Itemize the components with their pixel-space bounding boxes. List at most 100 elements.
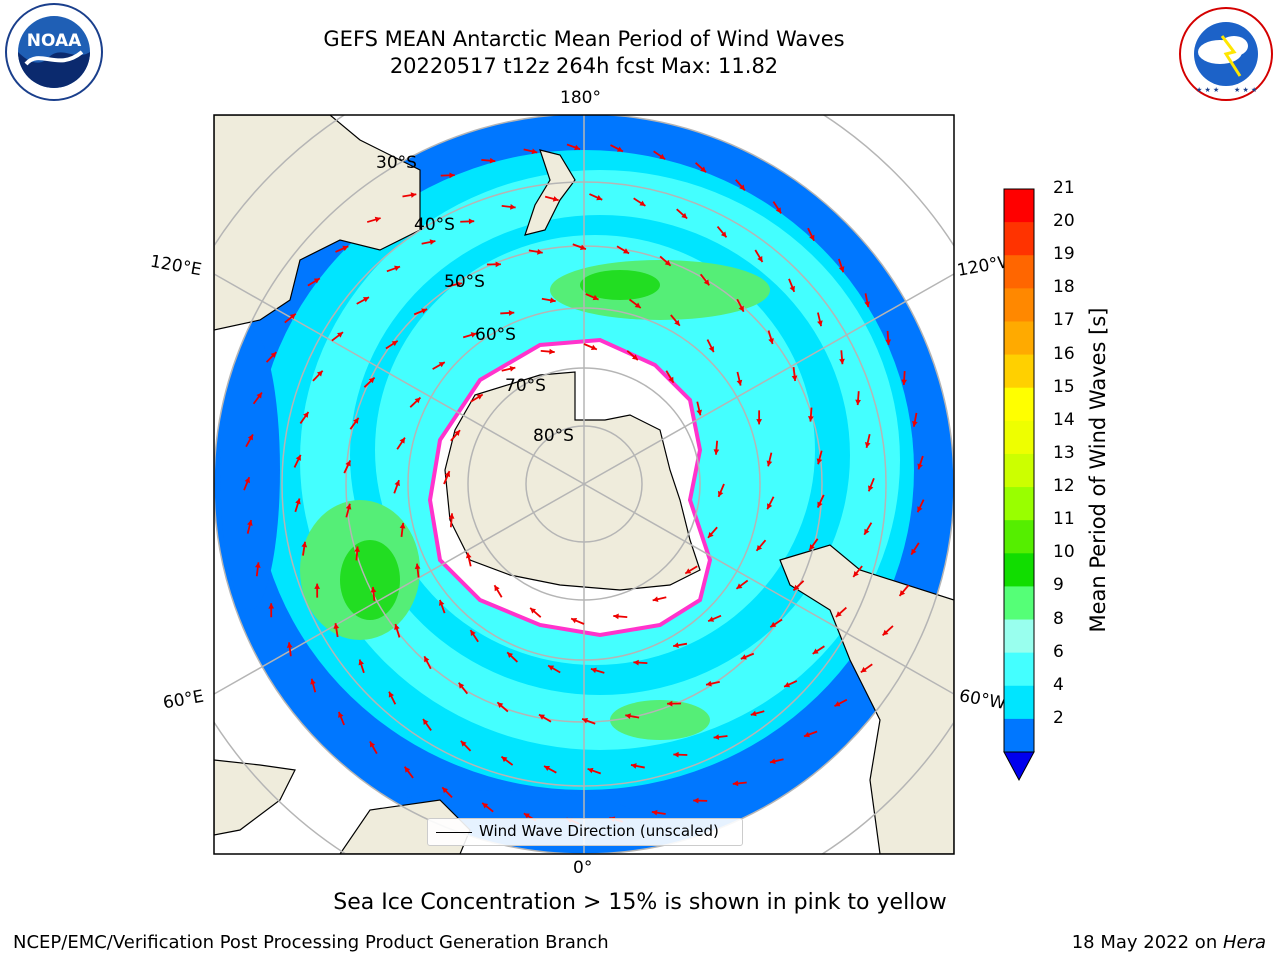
map-frame bbox=[213, 114, 955, 855]
wave-direction-arrowhead bbox=[369, 741, 376, 748]
lon-label-0: 0° bbox=[573, 858, 593, 878]
wave-direction-arrowhead bbox=[268, 603, 275, 609]
colorbar-cell bbox=[1004, 553, 1034, 587]
wave-direction-arrowhead bbox=[809, 544, 815, 551]
wave-direction-arrowhead bbox=[444, 471, 451, 478]
wave-direction-arrowhead bbox=[454, 430, 461, 437]
colorbar-cell bbox=[1004, 619, 1034, 654]
wave-direction-arrowhead bbox=[368, 377, 375, 384]
wave-direction-arrowhead bbox=[708, 346, 714, 353]
land-africa-tip bbox=[214, 759, 296, 836]
wave-direction-arrowhead bbox=[860, 666, 867, 673]
wave-direction-arrowhead bbox=[497, 702, 504, 708]
wave-direction-arrowhead bbox=[685, 568, 692, 574]
wave-direction-arrowhead bbox=[370, 586, 377, 593]
colorbar-tick-label: 2 bbox=[1053, 707, 1064, 728]
lat-label-30s: 30°S bbox=[376, 153, 417, 173]
wave-direction-arrowhead bbox=[855, 399, 861, 406]
wave-direction-arrowhead bbox=[917, 506, 923, 513]
wave-direction-arrowhead bbox=[391, 340, 398, 347]
wave-direction-arrowhead bbox=[421, 308, 428, 314]
wave-direction-arrowhead bbox=[756, 419, 762, 425]
wave-direction-arrowhead bbox=[700, 166, 706, 173]
wave-direction-arrowhead bbox=[766, 460, 773, 467]
wave-direction-arrowhead bbox=[537, 249, 543, 255]
wave-direction-arrowhead bbox=[736, 379, 743, 386]
colorbar-tick-label: 19 bbox=[1053, 244, 1075, 265]
wave-direction-arrowhead bbox=[510, 204, 516, 210]
land-south-america bbox=[779, 544, 954, 854]
wave-direction-arrowhead bbox=[739, 184, 745, 191]
colorbar-cell bbox=[1004, 387, 1034, 422]
wave-direction-arrowhead bbox=[410, 192, 417, 198]
colorbar-tick-label: 6 bbox=[1053, 641, 1064, 662]
wave-direction-arrowhead bbox=[538, 714, 545, 720]
wave-direction-arrowhead bbox=[256, 392, 262, 399]
wave-direction-arrowhead bbox=[295, 498, 301, 505]
wave-direction-arrowhead bbox=[703, 279, 710, 286]
wave-direction-arrowhead bbox=[625, 713, 631, 719]
wave-direction-arrowhead bbox=[458, 682, 465, 689]
wave-direction-arrowhead bbox=[750, 710, 757, 717]
wave-direction-arrowhead bbox=[374, 216, 381, 223]
colorbar-cell bbox=[1004, 453, 1034, 488]
wave-direction-arrowhead bbox=[717, 490, 724, 497]
sea-ice-caption: Sea Ice Concentration > 15% is shown in … bbox=[333, 890, 947, 915]
wave-direction-arrowhead bbox=[613, 613, 619, 620]
land-new-zealand bbox=[524, 149, 576, 236]
colorbar-tick-label: 14 bbox=[1053, 409, 1075, 430]
svg-text:★ ★ ★: ★ ★ ★ bbox=[1234, 86, 1257, 94]
colorbar-tick-label: 11 bbox=[1053, 509, 1075, 530]
wave-direction-arrowhead bbox=[270, 352, 277, 358]
wave-direction-arrowhead bbox=[864, 442, 871, 448]
wave-direction-arrowhead bbox=[286, 642, 293, 648]
wave-direction-arrowhead bbox=[448, 513, 455, 519]
lat-label-50s: 50°S bbox=[444, 272, 485, 292]
wave-direction-arrowhead bbox=[460, 740, 467, 747]
wave-direction-arrowhead bbox=[696, 409, 703, 416]
wave-direction-arrowhead bbox=[757, 256, 763, 262]
land-masses bbox=[214, 115, 954, 854]
wave-direction-arrowhead bbox=[784, 681, 791, 688]
land-antarctica bbox=[444, 371, 701, 591]
wind-wave-arrows bbox=[243, 143, 925, 825]
wave-direction-arrowhead bbox=[738, 305, 744, 312]
wave-direction-arrowhead bbox=[548, 665, 555, 671]
wave-direction-arrowhead bbox=[244, 477, 250, 484]
wave-direction-arrowhead bbox=[592, 294, 599, 301]
wave-direction-arrowhead bbox=[917, 463, 923, 470]
wave-direction-arrowhead bbox=[494, 585, 500, 592]
wave-direction-arrowhead bbox=[523, 813, 530, 819]
wave-direction-arrowhead bbox=[817, 501, 823, 508]
wave-direction-arrowhead bbox=[394, 480, 400, 487]
colorbar-cell bbox=[1004, 718, 1034, 753]
colorbar-tick-label: 15 bbox=[1053, 376, 1075, 397]
wave-direction-arrowhead bbox=[864, 301, 871, 308]
wave-direction-arrowhead bbox=[394, 265, 401, 272]
wave-direction-arrowhead bbox=[442, 787, 449, 794]
wave-direction-arrowhead bbox=[316, 370, 323, 377]
colorbar-tick-label: 9 bbox=[1053, 575, 1064, 596]
wave-direction-arrowhead bbox=[424, 656, 430, 663]
wave-direction-arrowhead bbox=[713, 734, 720, 740]
wave-direction-arrowhead bbox=[549, 297, 556, 304]
wave-direction-arrowhead bbox=[864, 528, 870, 535]
wave-direction-arrowhead bbox=[345, 460, 351, 467]
wave-direction-arrowhead bbox=[476, 394, 483, 400]
wave-direction-arrowhead bbox=[501, 756, 508, 763]
wave-direction-arrowhead bbox=[633, 659, 639, 666]
colorbar-label: Mean Period of Wind Waves [s] bbox=[1086, 307, 1110, 633]
wave-direction-arrowhead bbox=[489, 157, 496, 164]
wave-direction-arrowhead bbox=[449, 172, 455, 179]
map-legend: Wind Wave Direction (unscaled) bbox=[427, 818, 743, 846]
noaa-logo-icon: NOAA bbox=[5, 3, 103, 101]
wave-direction-arrowhead bbox=[338, 711, 344, 718]
wave-direction-arrowhead bbox=[707, 531, 714, 538]
wave-direction-arrowhead bbox=[817, 320, 823, 327]
wave-direction-arrowhead bbox=[693, 797, 699, 804]
wave-direction-arrowhead bbox=[438, 362, 445, 368]
chart-title: GEFS MEAN Antarctic Mean Period of Wind … bbox=[323, 27, 845, 51]
colorbar-tick-label: 13 bbox=[1053, 442, 1075, 463]
footer-host: Hera bbox=[1222, 932, 1266, 953]
